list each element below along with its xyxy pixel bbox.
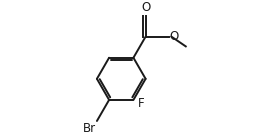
- Text: O: O: [169, 30, 179, 43]
- Text: O: O: [141, 1, 150, 14]
- Text: F: F: [138, 96, 144, 110]
- Text: Br: Br: [82, 122, 96, 135]
